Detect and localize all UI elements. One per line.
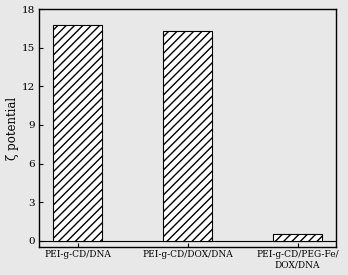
Bar xyxy=(53,24,102,241)
Bar xyxy=(163,31,212,241)
Bar xyxy=(273,234,323,241)
Y-axis label: ζ potential: ζ potential xyxy=(6,97,18,160)
